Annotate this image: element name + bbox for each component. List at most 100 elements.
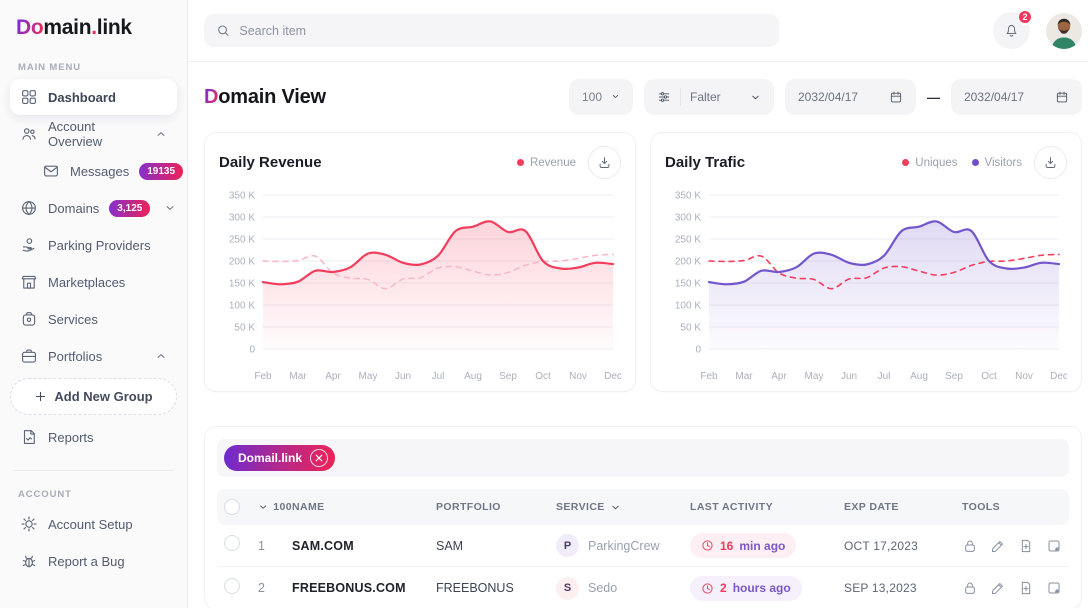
search-icon xyxy=(216,23,230,38)
column-header-service[interactable]: SERVICE xyxy=(556,501,690,513)
notifications-button[interactable]: 2 xyxy=(993,9,1033,49)
user-avatar[interactable] xyxy=(1046,12,1082,49)
lock-tool-button[interactable] xyxy=(962,538,978,554)
domain-name[interactable]: FREEBONUS.COM xyxy=(292,581,406,595)
date-to-picker[interactable]: 2032/04/17 xyxy=(951,79,1082,115)
gear-icon xyxy=(20,515,38,533)
sidebar-item-label: Portfolios xyxy=(48,348,103,364)
svg-text:Jul: Jul xyxy=(432,371,445,382)
section-label-account: ACCOUNT xyxy=(18,489,72,500)
chevron-up-icon xyxy=(155,350,167,362)
select-all-checkbox[interactable] xyxy=(224,499,240,515)
sidebar-item-parking-providers[interactable]: Parking Providers xyxy=(10,227,177,263)
count-badge: 19135 xyxy=(139,162,184,180)
notification-badge: 2 xyxy=(1017,9,1033,25)
exp-date: OCT 17,2023 xyxy=(844,538,919,553)
close-icon xyxy=(315,454,323,462)
column-header-exp-date[interactable]: EXP DATE xyxy=(844,501,899,513)
svg-text:50 K: 50 K xyxy=(234,323,255,334)
logo-mid: main xyxy=(43,16,92,39)
portfolio-name: FREEBONUS xyxy=(436,581,514,595)
clock-icon xyxy=(701,539,714,552)
last-activity-badge: 16 min ago xyxy=(690,533,797,558)
page-size-select[interactable]: 100 xyxy=(569,79,633,115)
logo-dot: . xyxy=(91,16,97,39)
date-from-value: 2032/04/17 xyxy=(798,90,859,104)
date-to-value: 2032/04/17 xyxy=(964,90,1025,104)
pencil-tool-button[interactable] xyxy=(990,538,1006,554)
chart-legend: Revenue xyxy=(516,156,576,169)
row-checkbox[interactable] xyxy=(224,577,240,594)
clock-icon xyxy=(701,582,714,595)
file-plus-tool-button[interactable] xyxy=(1018,538,1034,554)
sidebar-item-label: Reports xyxy=(48,429,94,445)
chevron-down-icon xyxy=(611,92,620,103)
file-plus-tool-button[interactable] xyxy=(1018,580,1034,596)
svg-text:Nov: Nov xyxy=(569,371,587,382)
note-add-tool-button[interactable] xyxy=(1046,538,1062,554)
svg-text:Jun: Jun xyxy=(395,371,411,382)
svg-text:Aug: Aug xyxy=(910,371,928,382)
domains-table: 100 NAME PORTFOLIO SERVICE LAST ACTIVITY… xyxy=(217,489,1069,608)
sidebar-item-reports[interactable]: Reports xyxy=(10,419,177,455)
sidebar-item-report-a-bug[interactable]: Report a Bug xyxy=(10,543,177,579)
exp-date: SEP 13,2023 xyxy=(844,581,917,595)
svg-text:0: 0 xyxy=(695,345,701,356)
page-controls: 100 Falter 2032/04/17 — 2032/04/17 xyxy=(569,79,1082,115)
column-header-last-activity[interactable]: LAST ACTIVITY xyxy=(690,501,773,513)
download-button[interactable] xyxy=(1034,146,1067,179)
legend-label: Revenue xyxy=(529,156,576,169)
sidebar-item-label: Account Overview xyxy=(48,119,103,149)
sidebar-item-label: Services xyxy=(48,311,98,327)
row-checkbox[interactable] xyxy=(224,535,240,551)
main-area: 2 Domain View 100 xyxy=(188,0,1088,608)
chart-card-daily-revenue: Daily Revenue Revenue 350 K 300 K 250 K 200… xyxy=(204,132,636,392)
sidebar-item-services[interactable]: Services xyxy=(10,301,177,337)
sidebar-item-label: Report a Bug xyxy=(48,553,125,569)
filter-tag[interactable]: Domail.link xyxy=(224,445,336,471)
bell-icon xyxy=(1003,22,1020,39)
sidebar-item-domains[interactable]: Domains 3,125 xyxy=(10,190,177,226)
svg-text:350 K: 350 K xyxy=(229,191,255,202)
chevron-down-icon xyxy=(610,502,621,513)
search-box[interactable] xyxy=(204,14,779,47)
legend-label: Uniques xyxy=(915,156,958,169)
legend-dot xyxy=(902,159,910,166)
sidebar-item-label: Account Setup xyxy=(48,516,133,532)
download-button[interactable] xyxy=(588,146,621,179)
column-header-portfolio[interactable]: PORTFOLIO xyxy=(436,501,501,513)
sidebar-item-label: Parking Providers xyxy=(48,237,151,253)
sidebar-item-account-setup[interactable]: Account Setup xyxy=(10,506,177,542)
chart-legend: Uniques Visitors xyxy=(902,157,1022,169)
svg-text:Apr: Apr xyxy=(325,371,341,382)
sidebar-item-marketplaces[interactable]: Marketplaces xyxy=(10,264,177,300)
note-add-tool-button[interactable] xyxy=(1046,580,1062,596)
download-icon xyxy=(1043,155,1058,170)
sidebar-item-portfolios[interactable]: Portfolios xyxy=(10,338,177,374)
sidebar-account-list: Account Setup Report a Bug xyxy=(10,506,177,580)
pencil-tool-button[interactable] xyxy=(990,580,1006,596)
topbar: 2 xyxy=(188,0,1088,62)
page-header: Domain View 100 Falter 2032/04/17 — xyxy=(204,79,1082,115)
sidebar-item-messages[interactable]: Messages 19135 xyxy=(10,153,184,189)
row-number: 2 xyxy=(258,581,265,595)
filter-dropdown[interactable]: Falter xyxy=(644,79,774,115)
avatar-illustration xyxy=(1046,12,1082,49)
sidebar-item-add-new-group[interactable]: Add New Group xyxy=(10,378,177,415)
remove-tag-button[interactable] xyxy=(310,449,329,467)
table-row: 2 FREEBONUS.COM FREEBONUS S Sedo 2 hours ago SE… xyxy=(217,567,1069,608)
domain-name[interactable]: SAM.COM xyxy=(292,538,354,553)
service-initial-badge: S xyxy=(556,576,579,600)
report-icon xyxy=(20,428,38,446)
legend-dot xyxy=(516,159,524,166)
svg-text:150 K: 150 K xyxy=(675,279,701,290)
sidebar-item-account-overview[interactable]: Account Overview xyxy=(10,116,177,152)
activity-value: 16 xyxy=(720,538,734,553)
lock-tool-button[interactable] xyxy=(962,580,978,596)
search-input[interactable] xyxy=(239,23,767,38)
sidebar-item-dashboard[interactable]: Dashboard xyxy=(10,79,177,115)
column-header-name[interactable]: NAME xyxy=(292,501,325,513)
date-from-picker[interactable]: 2032/04/17 xyxy=(785,79,916,115)
table-page-size-select[interactable]: 100 xyxy=(258,501,292,513)
sidebar-divider xyxy=(14,470,173,471)
